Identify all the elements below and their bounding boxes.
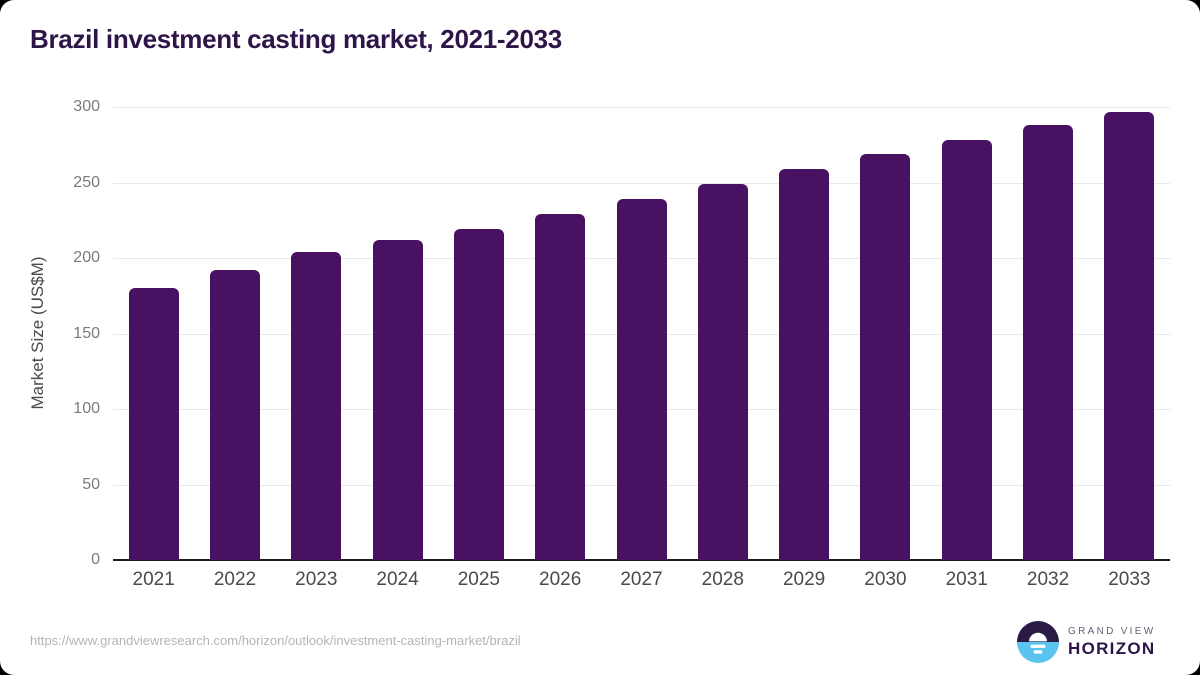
bar-2033 [1104, 111, 1155, 560]
bar-2024 [372, 239, 423, 560]
x-tick-label: 2022 [213, 569, 257, 590]
y-tick-label: 150 [73, 324, 100, 342]
x-axis-labels: 2021 2022 2023 2024 2025 2026 2027 2028 2029 2030… [113, 569, 1170, 593]
brand-logo: GRAND VIEW HORIZON [1016, 620, 1155, 664]
bar-2028 [697, 184, 748, 560]
bar-2021 [128, 288, 179, 560]
x-tick-label: 2032 [1026, 569, 1070, 590]
plot-area [113, 107, 1170, 561]
y-axis-ticks: 0 50 100 150 200 250 300 [0, 98, 100, 568]
source-url: https://www.grandviewresearch.com/horizo… [30, 633, 521, 648]
x-tick-label: 2031 [945, 569, 988, 590]
brand-name-bottom: HORIZON [1068, 638, 1156, 658]
bar-2023 [291, 251, 342, 560]
bar-2025 [453, 229, 504, 560]
bar-2026 [535, 214, 586, 560]
x-tick-label: 2028 [701, 569, 744, 590]
gridline [113, 182, 1170, 184]
x-tick-label: 2026 [539, 569, 582, 590]
bar-2032 [1023, 125, 1074, 560]
y-tick-label: 300 [73, 98, 100, 115]
x-tick-label: 2024 [376, 569, 419, 590]
gridline [113, 107, 1170, 108]
x-tick-label: 2025 [457, 569, 501, 590]
y-tick-label: 50 [82, 475, 100, 493]
x-tick-label: 2030 [864, 569, 907, 590]
bar-2022 [209, 270, 260, 560]
x-tick-label: 2033 [1108, 569, 1151, 590]
x-tick-label: 2023 [295, 569, 338, 590]
y-tick-label: 0 [91, 551, 100, 568]
bar-2029 [779, 168, 830, 560]
x-tick-label: 2021 [132, 569, 175, 590]
x-tick-label: 2029 [782, 569, 826, 590]
y-tick-label: 250 [73, 173, 100, 191]
y-tick-label: 200 [73, 249, 100, 266]
y-tick-label: 100 [73, 400, 100, 417]
brand-name-top: GRAND VIEW [1068, 625, 1156, 637]
bar-2030 [860, 153, 911, 560]
x-tick-label: 2027 [620, 569, 663, 590]
page-title: Brazil investment casting market, 2021-2… [30, 24, 562, 54]
horizon-sun-icon [1017, 621, 1059, 663]
bar-2027 [616, 199, 667, 560]
bar-2031 [941, 140, 992, 560]
brand-wordmark: GRAND VIEW HORIZON [1068, 626, 1155, 659]
x-axis-baseline [113, 559, 1170, 561]
